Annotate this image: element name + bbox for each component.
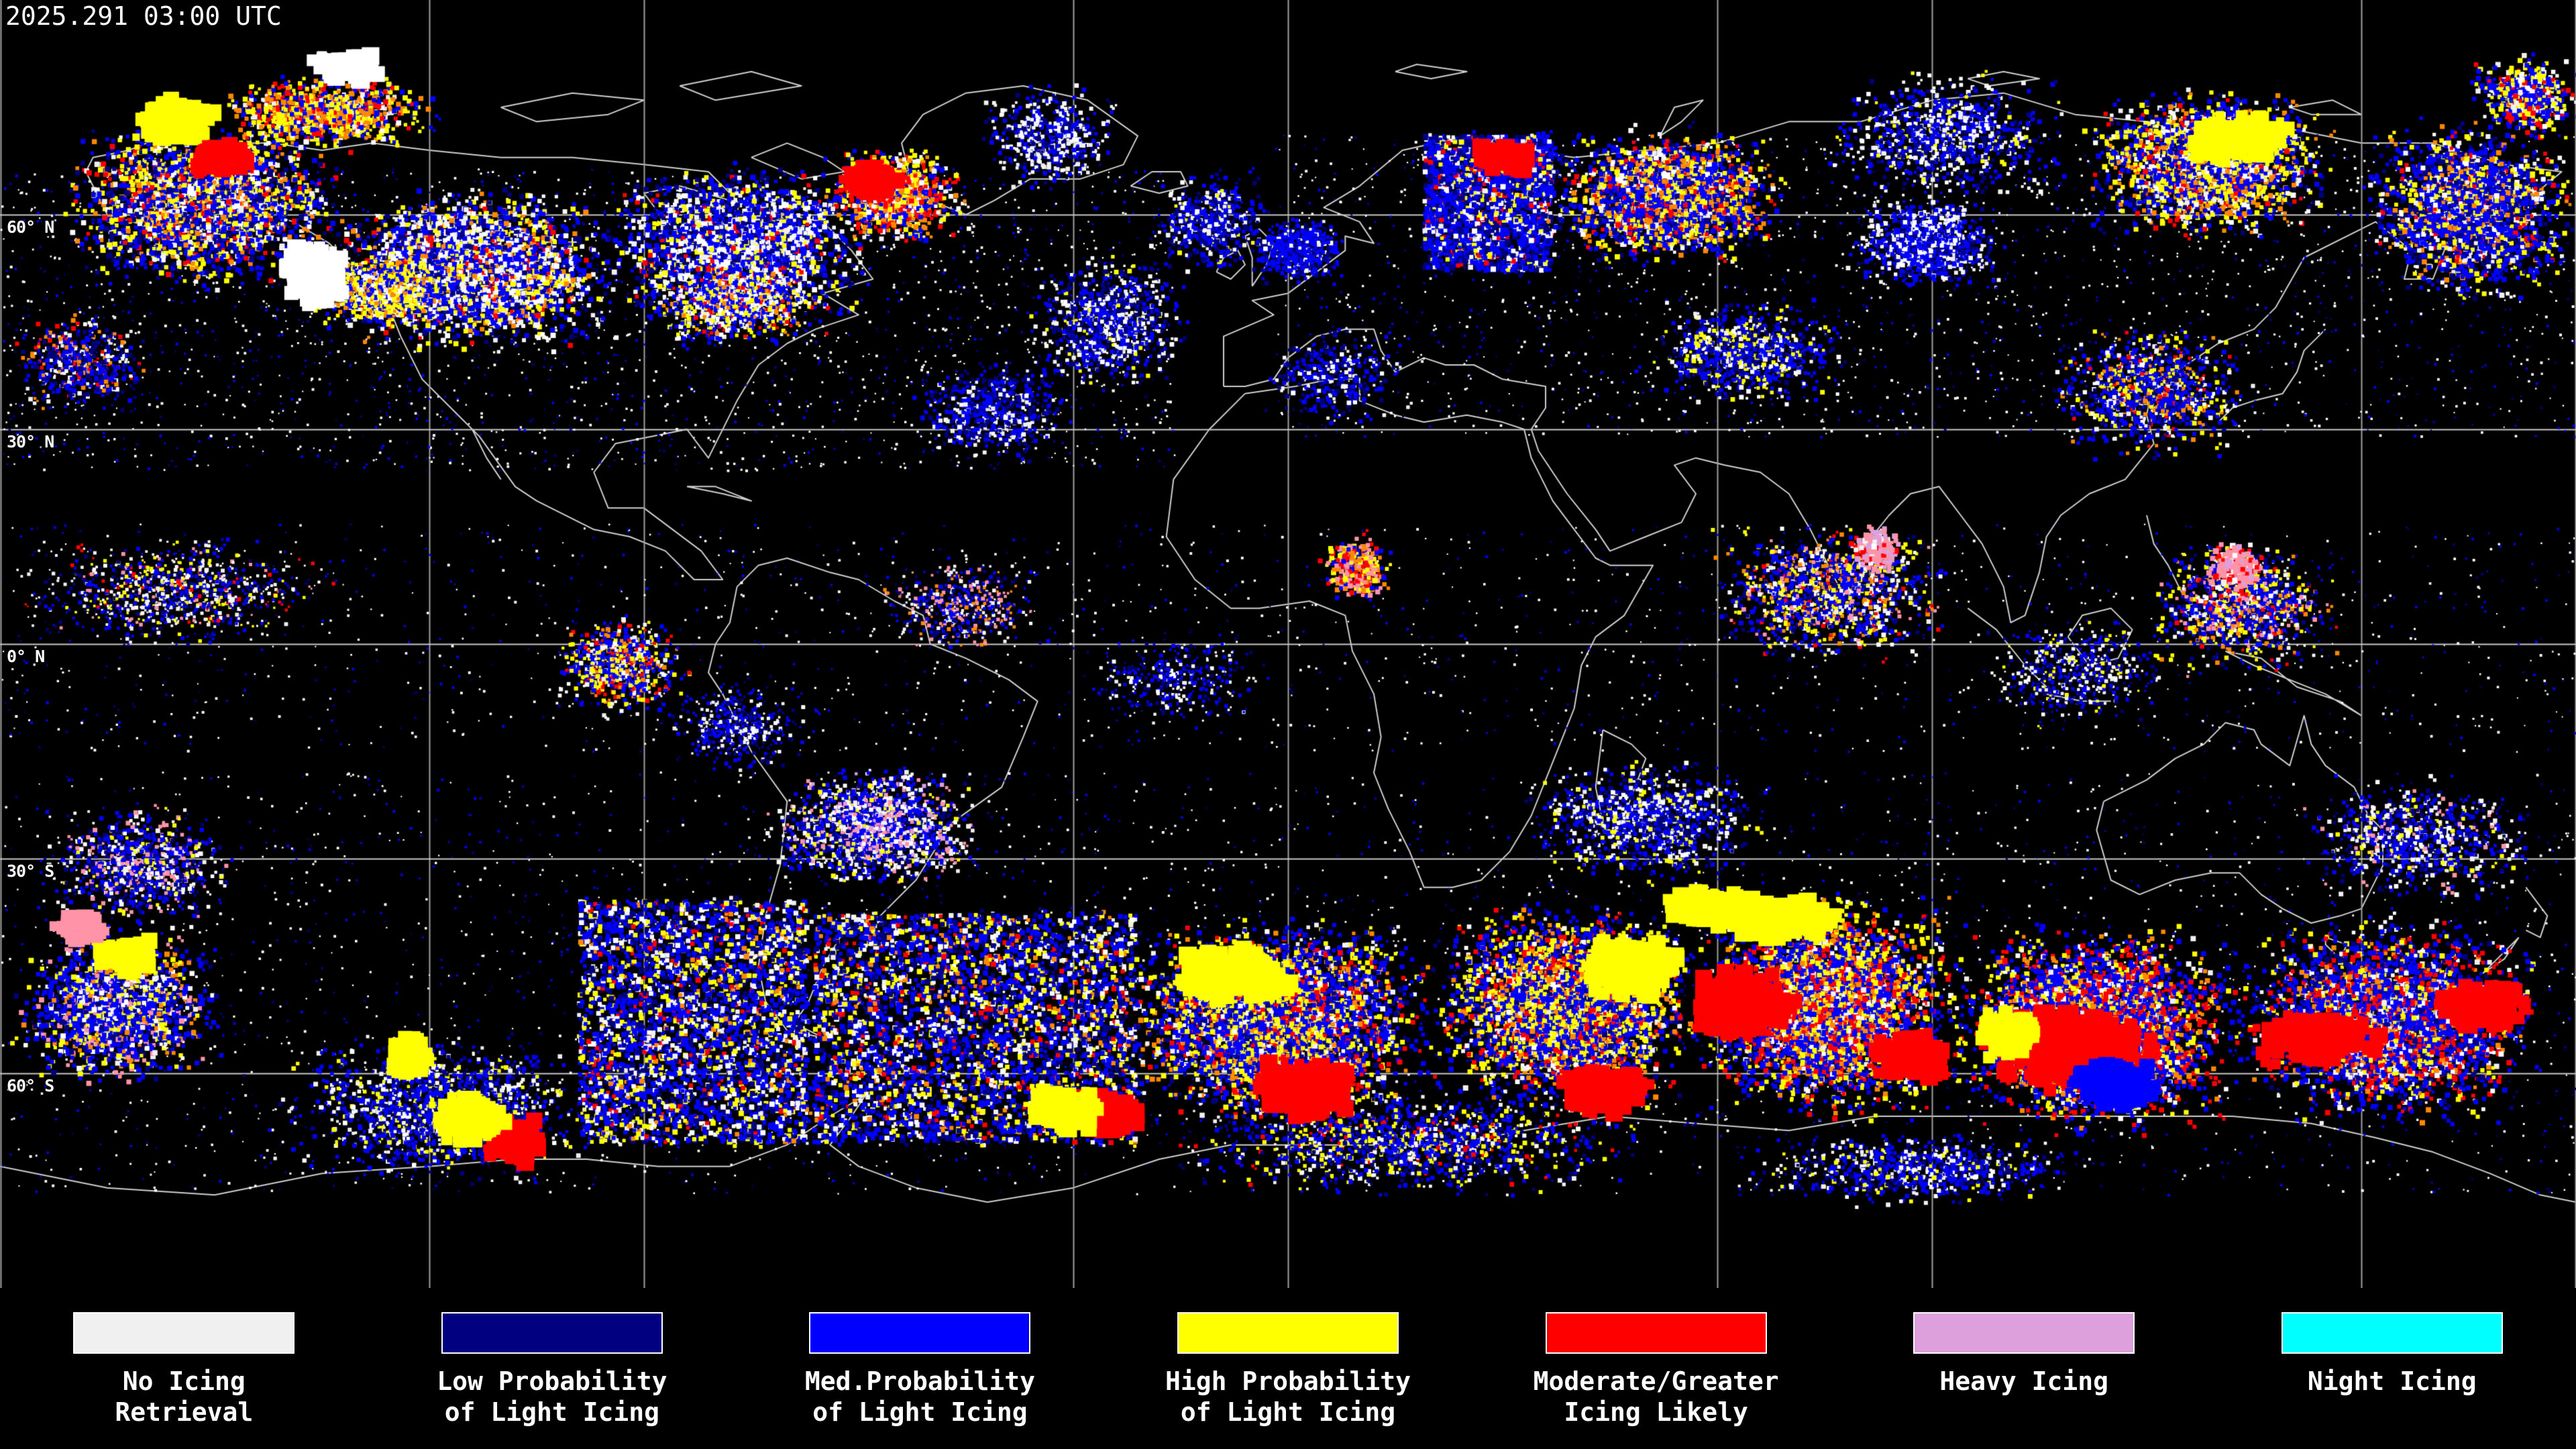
legend-label-line1: No Icing [122,1366,246,1396]
legend-swatch [809,1312,1031,1354]
latitude-label: 60° S [7,1076,54,1095]
legend-item: No Icing Retrieval [0,1288,368,1449]
latitude-label: 60° N [7,217,54,237]
legend-swatch [441,1312,663,1354]
legend-label: Moderate/Greater Icing Likely [1534,1366,1779,1428]
legend-item: Heavy Icing [1840,1288,2208,1449]
legend-label-line1: Heavy Icing [1939,1366,2109,1396]
legend-swatch [73,1312,295,1354]
timestamp: 2025.291 03:00 UTC [5,1,282,31]
legend-label-line1: High Probability [1165,1366,1411,1396]
legend-label-line2: Icing Likely [1564,1397,1748,1427]
latitude-label: 0° N [7,647,45,666]
legend-label: Night Icing [2308,1366,2477,1397]
legend-swatch [2281,1312,2503,1354]
legend-swatch [1545,1312,1767,1354]
legend-label-line2: Retrieval [115,1397,254,1427]
legend-item: Night Icing [2208,1288,2576,1449]
legend-item: High Probability of Light Icing [1104,1288,1472,1449]
legend-label: Low Probability of Light Icing [437,1366,667,1428]
latitude-label: 30° N [7,432,54,451]
legend-label-line2: of Light Icing [1180,1397,1396,1427]
legend-label: High Probability of Light Icing [1165,1366,1411,1428]
legend-swatch [1177,1312,1399,1354]
legend-label-line2: of Light Icing [812,1397,1028,1427]
legend-label: No Icing Retrieval [115,1366,253,1428]
legend-item: Med.Probability of Light Icing [736,1288,1104,1449]
legend-label-line2: of Light Icing [444,1397,660,1427]
legend-label-line1: Med.Probability [804,1366,1036,1396]
legend-swatch [1913,1312,2135,1354]
legend: No Icing Retrieval Low Probability of Light… [0,1288,2576,1449]
legend-label: Med.Probability of Light Icing [805,1366,1035,1428]
legend-label: Heavy Icing [1939,1366,2108,1397]
world-icing-map [0,0,2576,1288]
latitude-label: 30° S [7,861,54,881]
legend-item: Low Probability of Light Icing [368,1288,737,1449]
legend-label-line1: Moderate/Greater [1533,1366,1779,1396]
legend-label-line1: Low Probability [437,1366,667,1396]
legend-item: Moderate/Greater Icing Likely [1472,1288,1840,1449]
legend-label-line1: Night Icing [2307,1366,2477,1396]
